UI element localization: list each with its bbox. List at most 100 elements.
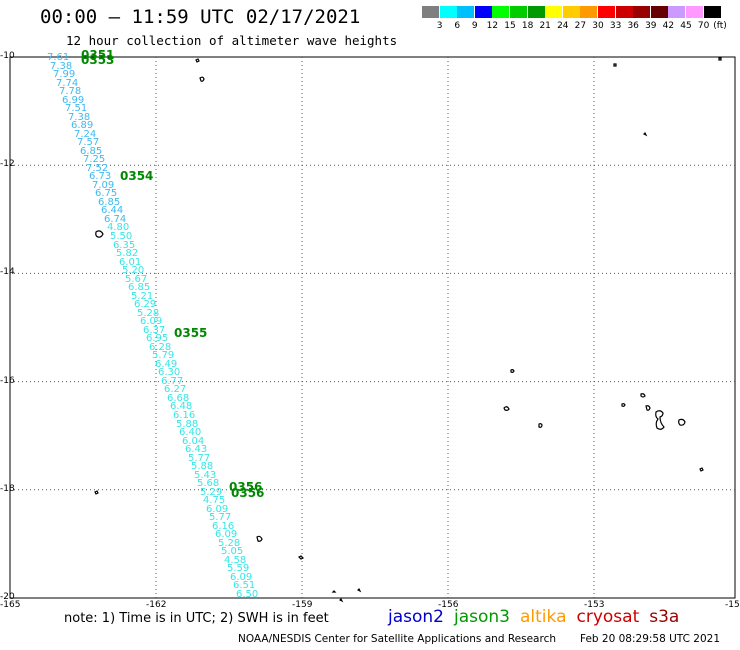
wave-height-value: 6.50 (236, 589, 259, 600)
wave-height-value: 7.57 (77, 137, 100, 149)
island-outline (195, 58, 200, 63)
longitude-label: -165 (0, 600, 21, 610)
island-outline (256, 535, 263, 542)
wave-height-value: 6.09 (215, 529, 238, 541)
wave-height-value: 6.28 (149, 341, 172, 353)
wave-height-value: 7.24 (74, 128, 97, 140)
color-scale-label: 21 (539, 21, 551, 31)
pass-time-tag: 0353 (81, 53, 115, 67)
wave-height-value: 5.43 (194, 469, 217, 481)
color-swatch (598, 6, 615, 18)
wave-height-value: 5.88 (176, 418, 199, 430)
island-outline (645, 405, 651, 411)
island-outline (199, 76, 205, 82)
color-swatch (668, 6, 686, 18)
legend-altika: altika (520, 607, 567, 627)
wave-height-value: 7.51 (65, 103, 88, 115)
island-outline (678, 418, 686, 426)
wave-height-value: 5.21 (131, 290, 154, 302)
wave-height-value: 6.48 (170, 401, 193, 413)
wave-height-value: 5.67 (125, 273, 148, 285)
island-outline (503, 406, 510, 411)
island-outline (699, 467, 704, 472)
wave-height-value: 6.40 (179, 427, 202, 439)
wave-height-value: 5.28 (137, 307, 160, 319)
wave-height-value: 7.74 (56, 77, 79, 89)
island-outline (331, 590, 337, 593)
color-scale-label: 18 (521, 21, 534, 31)
credit-text: NOAA/NESDIS Center for Satellite Applica… (238, 633, 556, 645)
wave-height-value: 6.85 (98, 196, 121, 208)
wave-height-value: 6.35 (113, 239, 136, 251)
wave-height-value: 5.20 (122, 265, 145, 277)
wave-height-value: 5.05 (221, 546, 244, 558)
color-scale-label: 12 (486, 21, 499, 31)
color-scale-label: 45 (680, 21, 692, 31)
wave-height-value: 6.85 (128, 282, 151, 294)
pass-time-tag: 0356 (231, 486, 265, 500)
island-outline (95, 230, 104, 238)
color-scale-label: 42 (662, 21, 675, 31)
legend-cryosat: cryosat (576, 607, 640, 627)
color-scale-label: 33 (609, 21, 622, 31)
island-outline (510, 369, 515, 373)
wave-height-value: 7.99 (53, 69, 76, 81)
island-outline (718, 57, 722, 61)
wave-height-value: 6.75 (95, 188, 118, 200)
generated-timestamp: Feb 20 08:29:58 UTC 2021 (580, 633, 720, 645)
wave-height-value: 5.88 (191, 461, 214, 473)
wave-height-value: 5.28 (218, 537, 241, 549)
wave-height-value: 5.79 (152, 350, 175, 362)
pass-time-tag: 0356 (229, 480, 263, 494)
color-scale-label: 3 (436, 21, 443, 31)
wave-height-value: 5.77 (188, 452, 211, 464)
island-outline (338, 597, 344, 603)
wave-height-value: 6.77 (161, 375, 184, 387)
color-swatch (650, 6, 668, 18)
wave-height-value: 7.09 (92, 179, 115, 191)
wave-height-value: 7.38 (68, 111, 91, 123)
chart-subtitle: 12 hour collection of altimeter wave hei… (66, 33, 398, 48)
island-outline (94, 490, 99, 495)
color-scale-label: 36 (627, 21, 639, 31)
wave-height-value: 6.09 (230, 571, 253, 583)
color-swatch (527, 6, 545, 18)
wave-height-value: 7.78 (59, 86, 82, 98)
color-scale-label: 70 (697, 21, 710, 31)
latitude-label: -18 (0, 483, 15, 494)
wave-height-value: 5.59 (227, 563, 250, 575)
wave-height-value: 6.99 (62, 94, 85, 106)
color-scale-label: 27 (574, 21, 587, 31)
wave-height-value: 6.29 (134, 299, 157, 311)
color-scale-label: 6 (454, 21, 461, 31)
island-outline (538, 423, 543, 428)
color-scale-unit: (ft) (713, 21, 727, 31)
longitude-label: -153 (584, 600, 605, 610)
wave-height-value: 6.85 (80, 145, 103, 157)
wave-height-value: 6.30 (158, 367, 181, 379)
island-outline (613, 63, 617, 67)
wave-height-value: 4.80 (107, 222, 130, 234)
color-swatch (474, 6, 492, 18)
wave-height-value: 4.75 (203, 495, 226, 507)
wave-height-value: 7.52 (86, 162, 109, 174)
latitude-label: -12 (0, 159, 15, 170)
wave-height-value: 6.43 (185, 444, 208, 456)
wave-height-value: 5.68 (197, 478, 220, 490)
color-swatch (686, 6, 703, 18)
color-swatch (703, 6, 721, 18)
pass-time-tag: 0355 (174, 326, 208, 340)
color-scale-label: 30 (592, 21, 604, 31)
legend-s3a: s3a (649, 607, 680, 627)
wave-height-value: 6.09 (140, 316, 163, 328)
island-outline (297, 555, 305, 560)
pass-time-tag: 0354 (120, 169, 154, 183)
satellite-legend: jason2 jason3 altika cryosat s3a (388, 607, 689, 627)
island-outline (640, 393, 646, 398)
color-swatch (615, 6, 633, 18)
wave-height-value: 6.68 (167, 392, 190, 404)
legend-jason2: jason2 (388, 607, 444, 627)
island-outline (655, 410, 665, 430)
wave-height-value: 5.82 (116, 248, 139, 260)
